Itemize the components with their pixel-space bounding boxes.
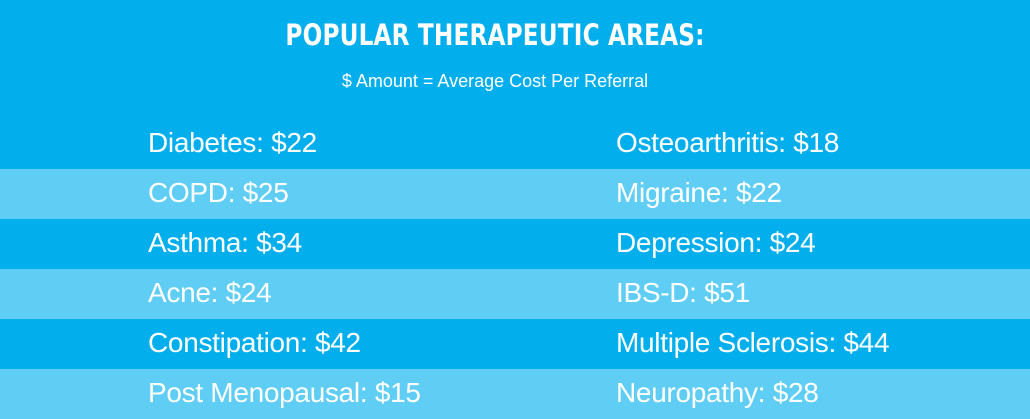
therapeutic-area-item: Osteoarthritis: $18 — [616, 127, 840, 158]
therapeutic-area-item: Migraine: $22 — [616, 177, 782, 208]
therapeutic-area-list: Diabetes: $22 Osteoarthritis: $18 COPD: … — [0, 119, 1030, 419]
therapeutic-area-item: Asthma: $34 — [148, 227, 302, 258]
list-row: COPD: $25 Migraine: $22 — [0, 169, 1030, 219]
list-row: Asthma: $34 Depression: $24 — [0, 219, 1030, 269]
list-row: Acne: $24 IBS-D: $51 — [0, 269, 1030, 319]
page-subtitle: $ Amount = Average Cost Per Referral — [341, 71, 649, 91]
therapeutic-area-item: Post Menopausal: $15 — [148, 377, 421, 408]
list-row: Diabetes: $22 Osteoarthritis: $18 — [0, 119, 1030, 169]
therapeutic-area-item: COPD: $25 — [148, 177, 289, 208]
list-row: Constipation: $42 Multiple Sclerosis: $4… — [0, 319, 1030, 369]
page-title: POPULAR THERAPEUTIC AREAS: — [285, 18, 705, 52]
therapeutic-area-item: Depression: $24 — [616, 227, 816, 258]
therapeutic-area-item: Neuropathy: $28 — [616, 377, 819, 408]
therapeutic-area-item: IBS-D: $51 — [616, 277, 750, 308]
therapeutic-area-item: Diabetes: $22 — [148, 127, 317, 158]
therapeutic-area-item: Acne: $24 — [148, 277, 272, 308]
therapeutic-area-item: Multiple Sclerosis: $44 — [616, 327, 890, 358]
therapeutic-area-item: Constipation: $42 — [148, 327, 361, 358]
list-row: Post Menopausal: $15 Neuropathy: $28 — [0, 369, 1030, 419]
